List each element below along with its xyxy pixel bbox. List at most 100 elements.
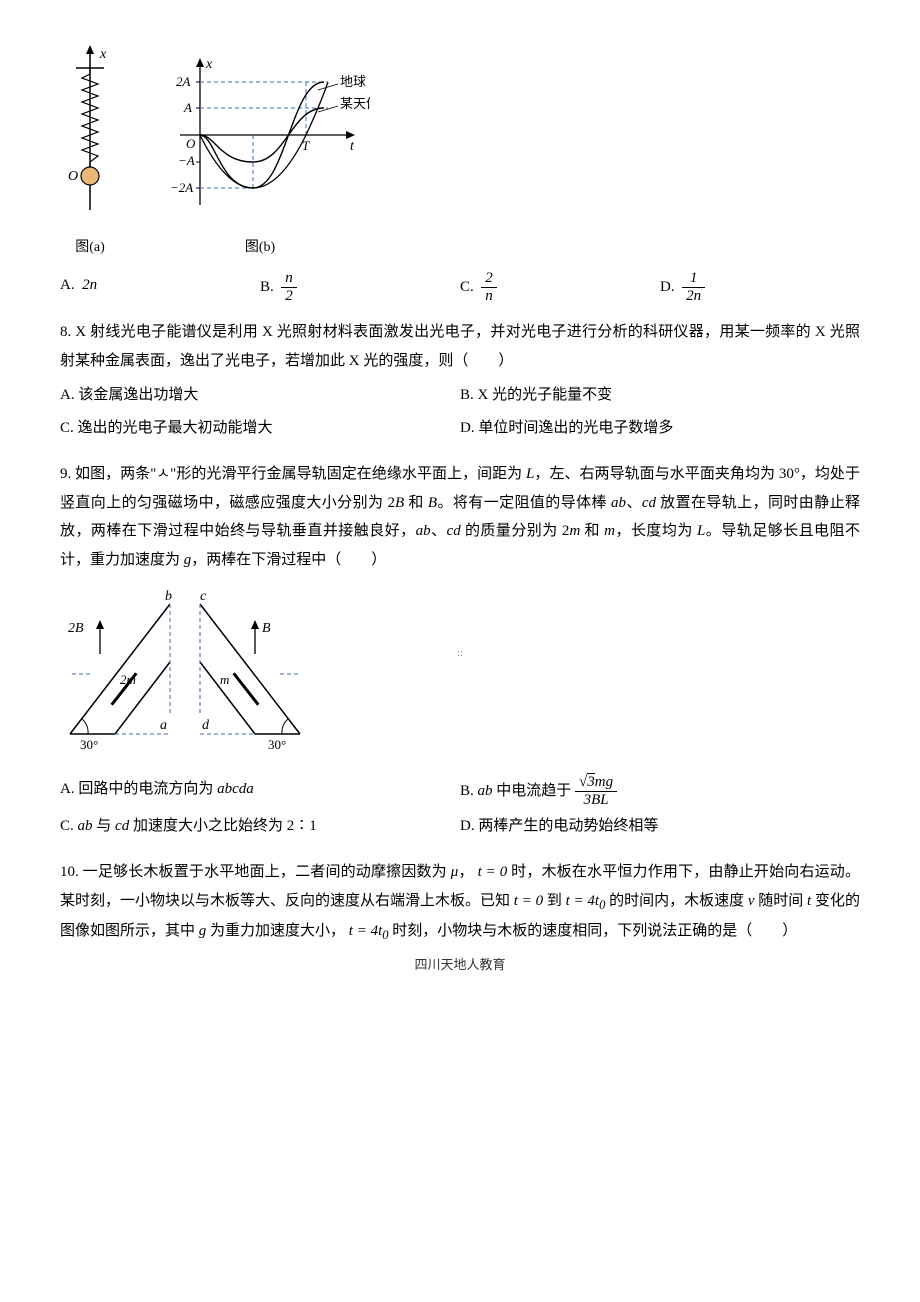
frac-num: n	[281, 271, 297, 288]
fig-b-ylabel: x	[205, 57, 213, 72]
fig-b-xlabel: t	[350, 139, 355, 154]
v: t = 4t	[566, 893, 599, 909]
q9-figure: 2B B b c a d 2m m 30° 30°	[60, 584, 860, 765]
fig-a-axis-x: x	[99, 47, 107, 62]
v: v	[748, 893, 755, 909]
q7-options: A. 2n B. n2 C. 2n D. 12n	[60, 271, 860, 304]
v: m	[604, 523, 615, 539]
t: 和	[580, 523, 604, 539]
q7-opt-b: B. n2	[260, 271, 460, 304]
v: cd	[447, 523, 461, 539]
t: 、	[431, 523, 447, 539]
sq: 3	[587, 773, 595, 790]
q7-opt-c: C. 2n	[460, 271, 660, 304]
frac-num: 2	[481, 271, 497, 288]
lbl-ang2: 30°	[268, 737, 286, 752]
fig-b-na: −A	[178, 153, 195, 168]
t: 10. 一足够长木板置于水平地面上，二者间的动摩擦因数为	[60, 864, 451, 880]
t: ，长度均为	[615, 523, 697, 539]
t: ，	[458, 864, 477, 880]
frac-num: 1	[682, 271, 705, 288]
v: t = 0	[478, 864, 508, 880]
q8-opt-d: D. 单位时间逸出的光电子数增多	[460, 414, 860, 443]
fig-b-earth: 地球	[340, 74, 366, 89]
t: 与	[93, 818, 116, 834]
lbl-2m: 2m	[120, 672, 136, 687]
q9-text: 9. 如图，两条"ㅅ"形的光滑平行金属导轨固定在绝缘水平面上，间距为 L，左、右…	[60, 460, 860, 574]
q8-opt-a: A. 该金属逸出功增大	[60, 381, 460, 410]
lbl-b: b	[165, 589, 172, 604]
t: 。将有一定阻值的导体棒	[437, 495, 611, 511]
t: A. 回路中的电流方向为	[60, 781, 217, 797]
v: B	[395, 495, 404, 511]
frac-den: 2n	[682, 288, 705, 304]
t: 和	[404, 495, 428, 511]
t: 中电流趋于	[493, 783, 576, 799]
q8-options: A. 该金属逸出功增大 B. X 光的光子能量不变 C. 逸出的光电子最大初动能…	[60, 381, 860, 446]
t: 的时间内，木板速度	[605, 893, 748, 909]
q8-text: 8. X 射线光电子能谱仪是利用 X 光照射材料表面激发出光电子，并对光电子进行…	[60, 318, 860, 375]
v: ab	[416, 523, 431, 539]
opt-val: 2n	[82, 277, 97, 293]
fig-b-2a: 2A	[176, 74, 191, 89]
q7-figures: x O 图(a) x t O 2A A −A −2A	[60, 40, 860, 261]
v: ab	[78, 818, 93, 834]
fig-b-a: A	[183, 100, 192, 115]
q9-opt-c: C. ab 与 cd 加速度大小之比始终为 2∶1	[60, 812, 460, 841]
frac-den: n	[481, 288, 497, 304]
fig-b-origin: O	[186, 136, 196, 151]
fig-a-origin: O	[68, 169, 78, 184]
opt-prefix: B.	[260, 279, 274, 295]
figure-a-wrap: x O 图(a)	[60, 40, 120, 261]
fig-b-n2a: −2A	[170, 180, 193, 195]
t: ，两棒在下滑过程中（ ）	[191, 552, 386, 568]
lbl-a: a	[160, 718, 167, 733]
opt-prefix: D.	[660, 279, 675, 295]
q8-opt-b: B. X 光的光子能量不变	[460, 381, 860, 410]
opt-prefix: A.	[60, 277, 75, 293]
t: 9. 如图，两条"ㅅ"形的光滑平行金属导轨固定在绝缘水平面上，间距为	[60, 466, 526, 482]
nr: mg	[595, 774, 613, 790]
t: 、	[626, 495, 642, 511]
t: 时刻，小物块与木板的速度相同，下列说法正确的是（ ）	[389, 923, 798, 939]
opt-prefix: C.	[460, 279, 474, 295]
q9-opt-d: D. 两棒产生的电动势始终相等	[460, 812, 860, 841]
lbl-c: c	[200, 589, 207, 604]
v: t = 4t	[349, 923, 382, 939]
lbl-2B: 2B	[68, 621, 84, 636]
v: ab	[478, 783, 493, 799]
v: m	[569, 523, 580, 539]
fig-b-caption: 图(b)	[150, 235, 370, 262]
dn: 3BL	[575, 792, 617, 808]
fig-b-body: 某天体	[340, 96, 370, 111]
v: B	[428, 495, 437, 511]
page-footer: 四川天地人教育	[60, 953, 860, 978]
q9-opt-a: A. 回路中的电流方向为 abcda	[60, 775, 460, 808]
lbl-m: m	[220, 672, 229, 687]
t: 随时间	[755, 893, 808, 909]
t: 加速度大小之比始终为 2∶1	[129, 818, 317, 834]
lbl-d: d	[202, 718, 210, 733]
q9-options: A. 回路中的电流方向为 abcda B. ab 中电流趋于 √3mg3BL C…	[60, 775, 860, 845]
v: t = 0	[514, 893, 543, 909]
figure-b-svg: x t O 2A A −A −2A T	[150, 50, 370, 220]
lbl-B: B	[262, 621, 271, 636]
fig-a-caption: 图(a)	[60, 235, 120, 262]
q7-opt-d: D. 12n	[660, 271, 860, 304]
figure-b-wrap: x t O 2A A −A −2A T	[150, 50, 370, 261]
v: ab	[611, 495, 626, 511]
t: 的质量分别为 2	[461, 523, 570, 539]
q9-svg: 2B B b c a d 2m m 30° 30°	[60, 584, 320, 754]
frac-den: 2	[281, 288, 297, 304]
q8-opt-c: C. 逸出的光电子最大初动能增大	[60, 414, 460, 443]
figure-a-svg: x O	[60, 40, 120, 220]
q7-opt-a: A. 2n	[60, 271, 260, 304]
q9-opt-b: B. ab 中电流趋于 √3mg3BL	[460, 775, 860, 808]
t: B.	[460, 783, 478, 799]
t: 为重力加速度大小，	[206, 923, 349, 939]
v: cd	[642, 495, 656, 511]
t: 到	[543, 893, 566, 909]
v: abcda	[217, 781, 254, 797]
t: C.	[60, 818, 78, 834]
lbl-ang1: 30°	[80, 737, 98, 752]
